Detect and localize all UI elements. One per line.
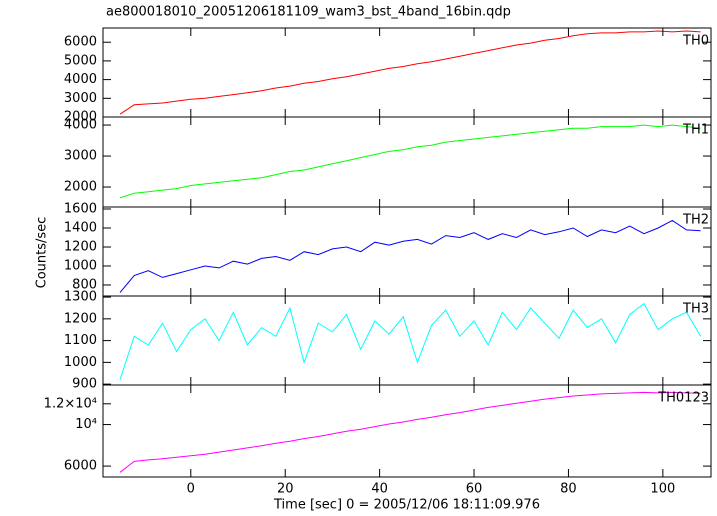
x-tick-label: 60 <box>466 482 483 497</box>
x-tick-label: 20 <box>277 482 294 497</box>
x-tick-label: 80 <box>560 482 577 497</box>
y-tick-label: 1200 <box>64 311 97 326</box>
y-tick-label: 1200 <box>64 239 97 254</box>
panel-label: TH0 <box>682 34 709 49</box>
y-tick-label: 1.2×10⁴ <box>44 396 97 411</box>
data-line <box>119 30 701 115</box>
y-tick-label: 2000 <box>64 110 97 125</box>
panel-frame <box>102 27 712 118</box>
x-tick-label: 100 <box>650 482 675 497</box>
data-line <box>119 124 701 199</box>
panel-frame <box>102 206 712 297</box>
y-tick-label: 1600 <box>64 201 97 216</box>
y-tick-label: 800 <box>72 277 97 292</box>
panel-frame <box>102 295 712 386</box>
y-tick-label: 4000 <box>64 118 97 133</box>
panel-frame <box>102 384 712 478</box>
data-line <box>119 219 701 293</box>
panel-label: TH2 <box>682 213 709 228</box>
y-tick-label: 5000 <box>64 53 97 68</box>
y-tick-label: 900 <box>72 377 97 392</box>
x-axis-label: Time [sec] 0 = 2005/12/06 18:11:09.976 <box>273 498 540 513</box>
y-tick-label: 3000 <box>64 149 97 164</box>
y-tick-label: 6000 <box>64 35 97 50</box>
x-tick-label: 40 <box>371 482 388 497</box>
y-tick-label: 1000 <box>64 355 97 370</box>
y-tick-label: 3000 <box>64 91 97 106</box>
chart-title: ae800018010_20051206181109_wam3_bst_4ban… <box>106 5 511 20</box>
data-line <box>119 302 702 380</box>
y-tick-label: 1000 <box>64 258 97 273</box>
panel-label: TH0123 <box>657 391 709 406</box>
data-line <box>119 391 701 473</box>
y-tick-label: 1400 <box>64 220 97 235</box>
panel-frame <box>102 116 712 208</box>
y-tick-label: 1300 <box>64 290 97 305</box>
x-tick-label: 0 <box>187 482 195 497</box>
panel-label: TH1 <box>682 123 709 138</box>
panel-label: TH3 <box>682 302 709 317</box>
y-tick-label: 6000 <box>64 459 97 474</box>
y-tick-label: 2000 <box>64 180 97 195</box>
y-tick-label: 10⁴ <box>75 417 97 432</box>
y-axis-label: Counts/sec <box>35 217 50 289</box>
y-tick-label: 1100 <box>64 333 97 348</box>
y-tick-label: 4000 <box>64 72 97 87</box>
